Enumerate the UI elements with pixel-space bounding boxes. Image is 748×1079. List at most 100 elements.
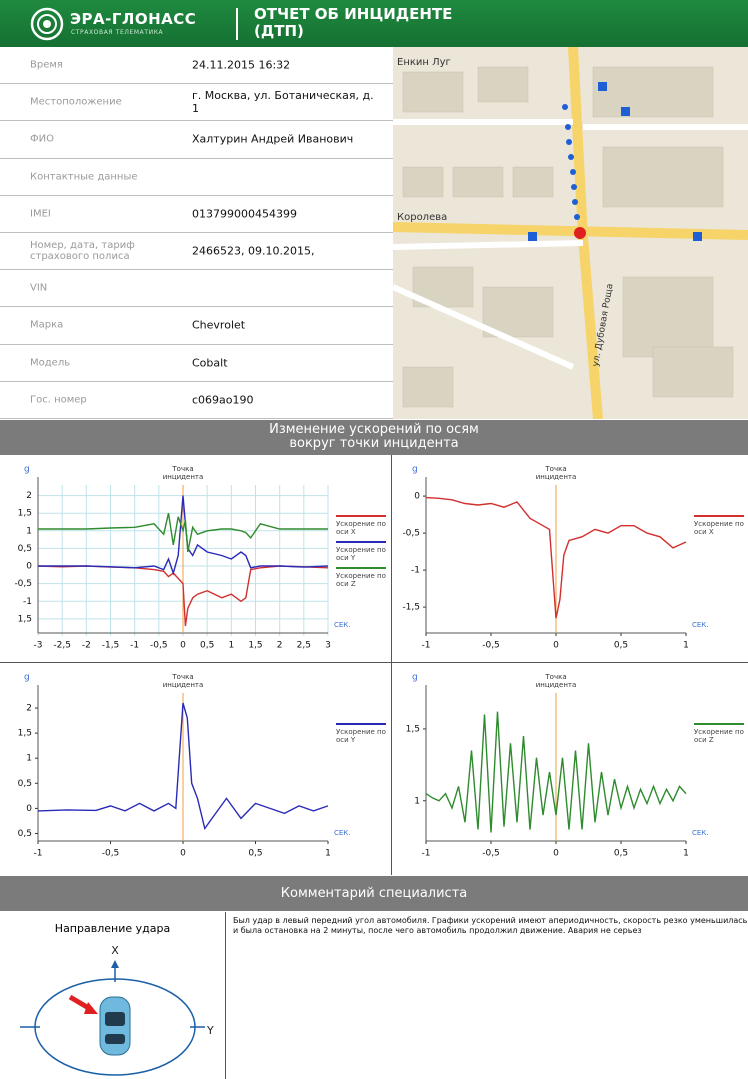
legend-entry: Ускорение по оси X — [336, 515, 386, 536]
y-tick-label: 2 — [26, 491, 32, 501]
impact-panel: Направление удара X Y — [0, 912, 226, 1079]
row-label: Модель — [30, 357, 180, 368]
y-tick-label: -1 — [23, 597, 32, 607]
table-row: Марка Chevrolet — [0, 307, 393, 344]
axis-label: X — [111, 944, 119, 957]
row-label: Гос. номер — [30, 394, 180, 405]
impact-diagram: X Y — [0, 942, 225, 1079]
x-tick-label: 1 — [228, 641, 234, 651]
y-axis-label: g — [24, 465, 30, 475]
divider — [391, 455, 392, 875]
brand-sub: СТРАХОВАЯ ТЕЛЕМАТИКА — [71, 29, 163, 36]
info-table: Время 24.11.2015 16:32 Местоположениег. Мо… — [0, 47, 393, 419]
table-row: Время 24.11.2015 16:32 — [0, 47, 393, 84]
y-tick-label: 1 — [414, 796, 420, 806]
x-tick-label: 0 — [180, 641, 186, 651]
y-tick-label: 1,5 — [18, 729, 32, 739]
report-title: ОТЧЕТ ОБ ИНЦИДЕНТЕ (ДТП) — [254, 6, 484, 40]
row-label: Время — [30, 60, 180, 71]
row-value: Cobalt — [192, 356, 382, 369]
x-tick-label: -1 — [422, 849, 431, 859]
x-tick-label: -0,5 — [102, 849, 120, 859]
y-axis-label: g — [24, 673, 30, 683]
y-tick-label: -1 — [411, 566, 420, 576]
y-axis-label: g — [412, 673, 418, 683]
row-label: ФИО — [30, 134, 180, 145]
table-row: Гос. номер с069ао190 — [0, 382, 393, 419]
row-value: с069ао190 — [192, 393, 382, 406]
x-tick-label: 0,5 — [200, 641, 214, 651]
y-tick-label: 0,5 — [18, 544, 32, 554]
x-axis-label: СЕК. — [692, 621, 709, 629]
y-tick-label: -1,5 — [402, 603, 420, 613]
x-tick-label: -3 — [34, 641, 43, 651]
logo — [30, 7, 64, 41]
x-tick-label: -0,5 — [482, 641, 500, 651]
x-tick-label: -2 — [82, 641, 91, 651]
row-label: Марка — [30, 320, 180, 331]
legend-entry: Ускорение по оси Y — [336, 723, 386, 744]
y-tick-label: 1,5 — [18, 509, 32, 519]
y-tick-label: 1,5 — [406, 724, 420, 734]
comment-text: Был удар в левый передний угол автомобил… — [233, 916, 748, 946]
row-value: г. Москва, ул. Ботаническая, д. 1 — [192, 89, 382, 115]
brand: ЭРА-ГЛОНАСС — [70, 10, 196, 28]
row-value: 24.11.2015 16:32 — [192, 59, 382, 72]
x-tick-label: 1 — [683, 849, 689, 859]
y-tick-label: 0 — [414, 492, 420, 502]
table-row: Модель Cobalt — [0, 345, 393, 382]
row-value: Халтурин Андрей Иванович — [192, 133, 382, 146]
map-label: Королева — [397, 212, 447, 223]
x-tick-label: -1 — [130, 641, 139, 651]
y-tick-label: 1,5 — [18, 614, 32, 624]
x-tick-label: 0 — [553, 641, 559, 651]
y-tick-label: 0,5 — [18, 779, 32, 789]
row-label: IMEI — [30, 208, 180, 219]
divider — [0, 662, 748, 663]
x-tick-label: 3 — [325, 641, 331, 651]
x-tick-label: -1 — [422, 641, 431, 651]
row-label: VIN — [30, 283, 180, 294]
row-value: 2466523, 09.10.2015, — [192, 245, 382, 258]
x-tick-label: -1 — [34, 849, 43, 859]
section-bar: Комментарий специалиста — [0, 876, 748, 911]
x-tick-label: 1 — [325, 849, 331, 859]
table-row: Контактные данные — [0, 159, 393, 196]
x-tick-label: 2 — [277, 641, 283, 651]
y-axis-label: g — [412, 465, 418, 475]
y-tick-label: 1 — [26, 526, 32, 536]
x-tick-label: -2,5 — [53, 641, 71, 651]
x-tick-label: 1 — [683, 641, 689, 651]
x-axis-label: СЕК. — [692, 829, 709, 837]
section-bar: Изменение ускорений по осям вокруг точки… — [0, 420, 748, 455]
row-label: Контактные данные — [30, 171, 180, 182]
divider — [236, 8, 238, 40]
table-row: VIN — [0, 270, 393, 307]
x-tick-label: 0 — [180, 849, 186, 859]
chart-panel: 21,510,500,5-1-0,500,51gСЕК.Точка инциде… — [0, 663, 390, 870]
x-tick-label: 0 — [553, 849, 559, 859]
legend-entry: Ускорение по оси Y — [336, 541, 386, 562]
x-axis-label: СЕК. — [334, 829, 351, 837]
legend-entry: Ускорение по оси Z — [694, 723, 744, 744]
axis-label: Y — [206, 1024, 214, 1037]
x-tick-label: -1,5 — [102, 641, 120, 651]
annotation: Точка инцидента — [158, 673, 208, 689]
x-axis-label: СЕК. — [334, 621, 351, 629]
x-tick-label: 0,5 — [614, 849, 628, 859]
x-tick-label: 2,5 — [297, 641, 311, 651]
page: { "header": {"brand": "ЭРА-ГЛОНАСС", "br… — [0, 0, 748, 1079]
annotation: Точка инцидента — [531, 465, 581, 481]
impact-title: Направление удара — [0, 922, 225, 935]
row-value: Chevrolet — [192, 319, 382, 332]
table-row: IMEI 013799000454399 — [0, 196, 393, 233]
header: ЭРА-ГЛОНАСС СТРАХОВАЯ ТЕЛЕМАТИКА ОТЧЕТ О… — [0, 0, 748, 47]
row-value: 013799000454399 — [192, 207, 382, 220]
